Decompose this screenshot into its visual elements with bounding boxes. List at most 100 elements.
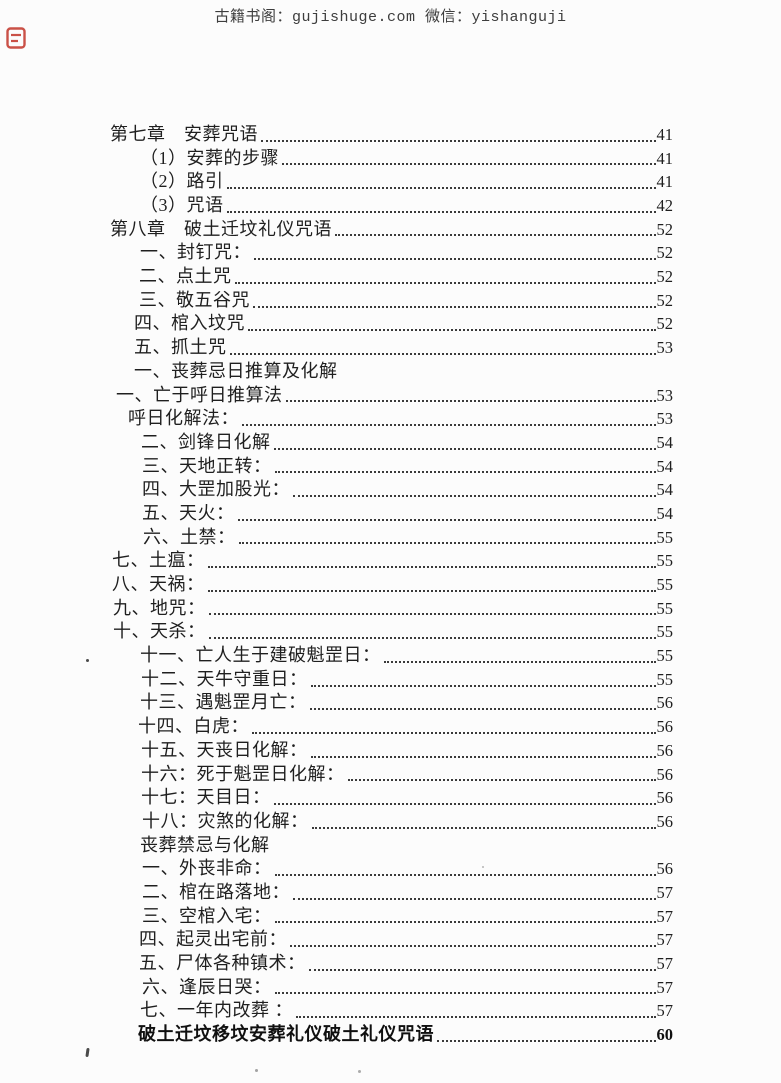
toc-entry-text: 一、封钉咒： (140, 242, 251, 263)
dotted-leader (274, 992, 656, 995)
toc-entry-text: 十七：天目日： (141, 787, 271, 808)
toc-entry: 四、棺入坟咒 52 (0, 313, 781, 337)
toc-entry: 五、天火： 54 (0, 502, 781, 526)
toc-entry-text: 五、抓土咒 (134, 337, 227, 358)
dotted-leader (248, 329, 656, 332)
toc-entry: 四、起灵出宅前： 57 (0, 928, 781, 952)
toc-page-number: 57 (656, 977, 674, 997)
toc-page-number: 55 (656, 575, 674, 595)
toc-page-number: 55 (656, 669, 674, 689)
toc-entry: 破土迁坟移坟安葬礼仪破土礼仪咒语 60 (0, 1023, 781, 1047)
toc-entry: 十八：灾煞的化解： 56 (0, 810, 781, 834)
dotted-leader (308, 968, 656, 971)
toc-entry: 六、逢辰日哭： 57 (0, 976, 781, 1000)
dotted-leader (296, 1016, 656, 1019)
toc-page-number: 56 (656, 740, 674, 760)
dotted-leader (310, 755, 656, 758)
toc-page-number: 53 (656, 385, 674, 405)
dotted-leader (242, 423, 656, 426)
toc-entry-text: 七、土瘟： (112, 550, 205, 571)
toc-page-number: 55 (656, 551, 674, 571)
toc-entry-text: 一、丧葬忌日推算及化解 (134, 360, 338, 381)
toc-page-number: 57 (656, 882, 674, 902)
toc-page-number: 41 (656, 124, 674, 144)
dotted-leader (290, 945, 656, 948)
toc-entry-text: 八、天祸： (112, 574, 205, 595)
toc-entry: （3）咒语 42 (0, 194, 781, 218)
dotted-leader (274, 874, 656, 876)
toc-page-number: 57 (656, 1001, 674, 1021)
toc-entry-text: 十八：灾煞的化解： (142, 810, 309, 831)
toc-entry-text: 第八章 破土迁坟礼仪咒语 (110, 218, 332, 239)
toc-entry-text: 呼日化解法： (128, 408, 239, 429)
dotted-leader (234, 281, 656, 284)
toc-entry-text: 五、尸体各种镇术： (139, 953, 306, 974)
toc-page-number: 56 (656, 788, 674, 808)
toc-entry: 二、剑锋日化解 54 (0, 431, 781, 455)
dotted-leader (293, 495, 656, 497)
toc-page-number: 52 (656, 267, 674, 287)
toc-entry: 十一、亡人生于建破魁罡日： 55 (0, 644, 781, 668)
scan-speck (358, 1070, 361, 1073)
toc-entry-text: 十五、天丧日化解： (141, 739, 308, 760)
toc-entry-text: 十一、亡人生于建破魁罡日： (140, 645, 381, 666)
toc-entry: 一、封钉咒： 52 (0, 241, 781, 265)
toc-entry-text: 第七章 安葬咒语 (110, 123, 258, 144)
toc-entry-text: 三、天地正转： (142, 455, 272, 476)
toc-page-number: 54 (656, 456, 674, 476)
toc-page-number: 55 (656, 598, 674, 618)
dotted-leader (237, 518, 656, 521)
toc-entry: 一、亡于呼日推算法 53 (0, 384, 781, 408)
dotted-leader (208, 613, 656, 616)
dotted-leader (310, 684, 656, 687)
toc-entry: 九、地咒： 55 (0, 597, 781, 621)
toc-page-number: 52 (656, 290, 674, 310)
toc-entry-text: 九、地咒： (113, 597, 206, 618)
toc-entry: 十四、白虎： 56 (0, 715, 781, 739)
dotted-leader (293, 897, 656, 900)
table-of-contents: 第七章 安葬咒语 41 （1）安葬的步骤 41 （2）路引 41 （3）咒语 4… (0, 123, 781, 1047)
toc-page-number: 56 (656, 717, 674, 737)
toc-page-number: 60 (656, 1025, 674, 1045)
dotted-leader (285, 400, 656, 403)
toc-entry-text: 六、逢辰日哭： (142, 976, 272, 997)
dotted-leader (335, 234, 656, 237)
toc-entry-text: 四、棺入坟咒 (134, 313, 245, 334)
toc-entry: 五、抓土咒 53 (0, 336, 781, 360)
dotted-leader (311, 826, 656, 829)
toc-entry-text: 二、剑锋日化解 (141, 431, 271, 452)
toc-entry: 十三、遇魁罡月亡： 56 (0, 692, 781, 716)
toc-entry-text: 二、棺在路落地： (142, 881, 290, 902)
toc-entry: 七、土瘟： 55 (0, 549, 781, 573)
toc-entry: 二、棺在路落地： 57 (0, 881, 781, 905)
dotted-leader (261, 139, 656, 142)
toc-entry: 第七章 安葬咒语 41 (0, 123, 781, 147)
toc-page-number: 56 (656, 764, 674, 784)
dotted-leader (437, 1039, 656, 1042)
dotted-leader (274, 921, 656, 924)
dotted-leader (253, 305, 656, 308)
scan-speck (255, 1069, 258, 1072)
dotted-leader (254, 258, 656, 261)
toc-entry: 六、土禁： 55 (0, 526, 781, 550)
toc-entry-text: 十二、天牛守重日： (141, 668, 308, 689)
toc-entry: 十五、天丧日化解： 56 (0, 739, 781, 763)
toc-entry: 一、丧葬忌日推算及化解 (0, 360, 781, 384)
toc-entry-text: 四、起灵出宅前： (139, 929, 287, 950)
toc-page-number: 55 (656, 646, 674, 666)
toc-entry-text: 一、外丧非命： (142, 858, 272, 879)
toc-entry: 三、天地正转： 54 (0, 455, 781, 479)
dotted-leader (282, 163, 656, 166)
toc-entry-text: （2）路引 (140, 171, 224, 192)
dotted-leader (229, 352, 656, 355)
toc-entry-text: 四、大罡加股光： (142, 479, 290, 500)
toc-entry: 二、点土咒 52 (0, 265, 781, 289)
toc-page-number: 55 (656, 527, 674, 547)
toc-entry: 五、尸体各种镇术： 57 (0, 952, 781, 976)
toc-entry-text: 五、天火： (142, 502, 235, 523)
toc-page-number: 54 (656, 432, 674, 452)
toc-entry: 一、外丧非命： 56 (0, 857, 781, 881)
red-seal-mark (6, 27, 26, 49)
toc-page-number: 56 (656, 811, 674, 831)
